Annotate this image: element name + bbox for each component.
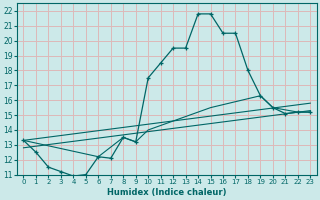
X-axis label: Humidex (Indice chaleur): Humidex (Indice chaleur) xyxy=(107,188,227,197)
